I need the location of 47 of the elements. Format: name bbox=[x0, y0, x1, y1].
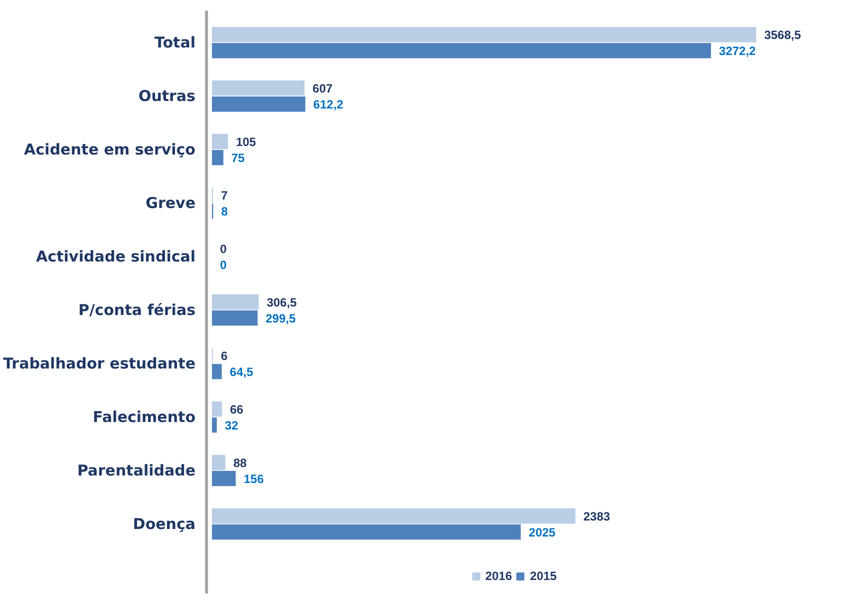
data-label: 6 bbox=[220, 348, 228, 363]
bar bbox=[212, 417, 217, 433]
data-label: 612,2 bbox=[313, 98, 344, 112]
data-label: 3568,5 bbox=[764, 28, 802, 42]
bar bbox=[212, 96, 306, 112]
data-label: 306,5 bbox=[266, 296, 298, 310]
bar bbox=[212, 150, 224, 166]
data-label: 2025 bbox=[528, 525, 556, 540]
data-label: 105 bbox=[236, 135, 256, 150]
y-tick-label: Greve bbox=[146, 194, 196, 212]
data-label: 3272,2 bbox=[719, 44, 756, 58]
bar bbox=[212, 524, 521, 540]
data-label: 0 bbox=[220, 258, 227, 272]
y-tick-label: Outras bbox=[138, 87, 196, 106]
data-label: 88 bbox=[233, 456, 248, 470]
bar bbox=[212, 134, 228, 150]
data-label: 75 bbox=[231, 151, 246, 166]
bar bbox=[212, 508, 576, 524]
y-tick-label: Total bbox=[154, 34, 196, 52]
bar bbox=[212, 364, 222, 380]
legend-label: 2016 bbox=[485, 569, 512, 583]
y-tick-label: Trabalhador estudante bbox=[3, 354, 196, 373]
data-label: 66 bbox=[230, 402, 244, 416]
data-label: 64,5 bbox=[230, 365, 254, 380]
data-label: 0 bbox=[220, 242, 227, 256]
bar bbox=[212, 470, 236, 486]
bar bbox=[212, 310, 258, 326]
bar bbox=[212, 454, 226, 470]
bar bbox=[212, 401, 222, 417]
y-tick-label: Acidente em serviço bbox=[24, 140, 196, 159]
y-tick-label: Falecimento bbox=[92, 408, 196, 426]
data-label: 32 bbox=[224, 418, 238, 433]
bar bbox=[212, 42, 711, 58]
bar bbox=[212, 80, 305, 96]
data-label: 156 bbox=[244, 472, 264, 486]
bar bbox=[212, 294, 259, 310]
legend-label: 2015 bbox=[530, 569, 557, 583]
y-tick-label: Parentalidade bbox=[77, 461, 196, 480]
data-label: 607 bbox=[312, 82, 333, 96]
data-label: 8 bbox=[221, 204, 228, 219]
bar bbox=[212, 26, 756, 42]
y-tick-label: Actividade sindical bbox=[36, 248, 196, 266]
y-tick-label: P/conta férias bbox=[78, 301, 196, 320]
y-tick-label: Doença bbox=[132, 514, 196, 533]
data-label: 2383 bbox=[583, 509, 610, 524]
data-label: 7 bbox=[221, 188, 228, 203]
data-label: 299,5 bbox=[266, 312, 296, 326]
